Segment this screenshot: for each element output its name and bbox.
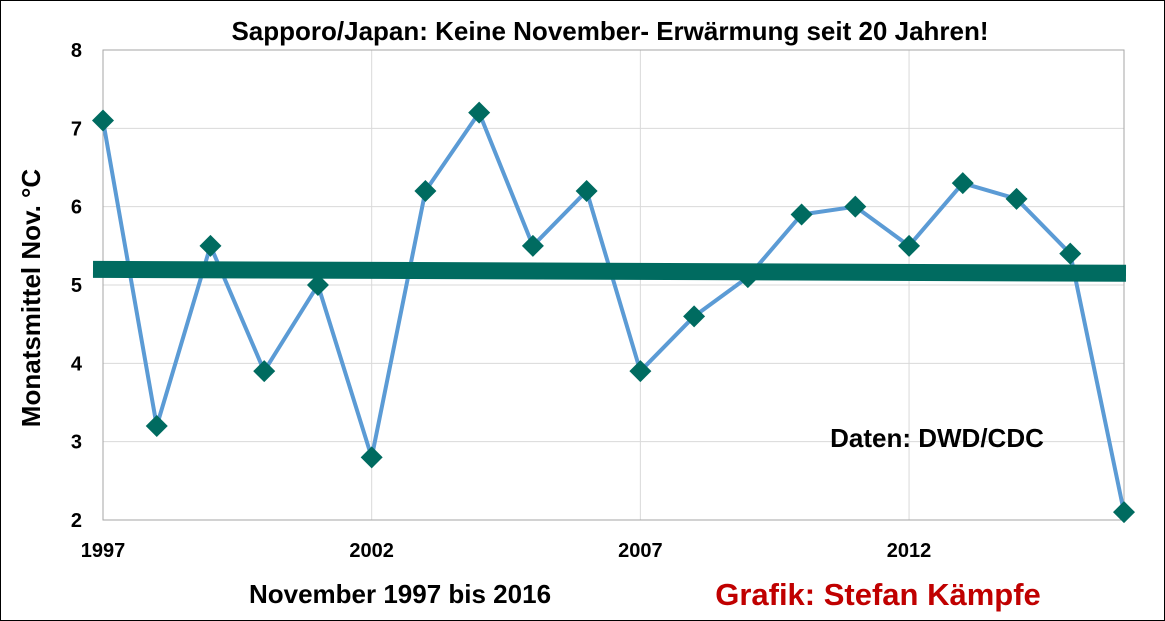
credit-label: Grafik: Stefan Kämpfe [715, 577, 1041, 612]
x-axis-label: November 1997 bis 2016 [249, 579, 551, 609]
series-line [101, 110, 1126, 513]
plot-border [102, 49, 1125, 521]
data-point [1059, 242, 1082, 265]
data-point [629, 360, 652, 383]
y-tick-label: 7 [71, 118, 82, 140]
y-axis-label: Monatsmittel Nov. °C [16, 169, 46, 428]
data-source-note: Daten: DWD/CDC [830, 423, 1044, 453]
data-point [306, 274, 329, 296]
x-tick-label: 2007 [618, 540, 663, 562]
trendline-group [92, 260, 1127, 282]
data-point [575, 180, 598, 202]
data-point [790, 203, 813, 226]
x-tick-labels: 1997 2002 2007 2012 [81, 540, 932, 562]
x-tick-label: 2012 [887, 540, 932, 562]
trend-line [92, 260, 1127, 282]
y-tick-label: 5 [71, 275, 82, 297]
chart-title: Sapporo/Japan: Keine November- Erwärmung… [231, 16, 988, 46]
y-tick-label: 2 [71, 510, 82, 532]
markers-group [92, 101, 1135, 524]
data-point [521, 234, 544, 257]
data-point [1005, 187, 1028, 210]
data-point [199, 234, 222, 257]
y-tick-label: 3 [71, 432, 82, 454]
data-point [683, 305, 706, 328]
data-point [253, 360, 276, 383]
data-point [92, 109, 114, 132]
series-group [101, 110, 1126, 513]
data-point [951, 172, 974, 195]
x-tick-label: 1997 [81, 540, 126, 562]
data-point [1113, 501, 1135, 524]
y-tick-labels: 2 3 4 5 6 7 8 [71, 40, 83, 532]
data-point [360, 446, 383, 469]
y-tick-label: 8 [71, 40, 82, 62]
x-tick-label: 2002 [349, 540, 394, 562]
data-point [844, 195, 867, 218]
data-point [468, 101, 491, 124]
data-point [898, 234, 921, 257]
y-tick-label: 6 [71, 197, 82, 219]
data-point [145, 415, 168, 437]
data-point [736, 266, 759, 289]
data-point [414, 180, 437, 202]
y-tick-label: 4 [71, 353, 83, 375]
